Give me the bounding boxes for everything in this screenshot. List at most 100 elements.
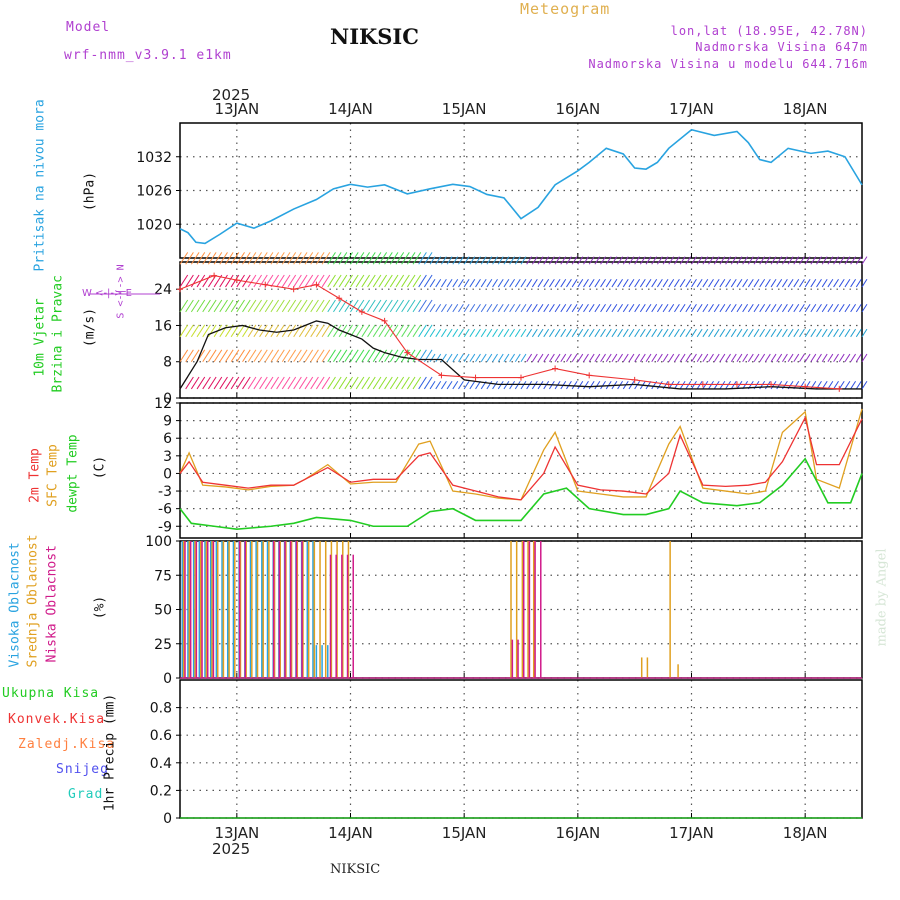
wind-barb — [185, 274, 194, 288]
wind-barb — [310, 349, 319, 363]
wind-barb — [685, 328, 692, 338]
wind-gust-marker — [836, 385, 843, 392]
wind-barb — [338, 376, 348, 390]
wind-barb — [492, 381, 498, 390]
y-tick-label: 0 — [163, 466, 172, 482]
wind-barb — [605, 256, 612, 265]
wind-barb — [190, 324, 200, 338]
wind-barb — [406, 274, 416, 288]
wind-barb — [259, 349, 268, 363]
wind-barb — [486, 353, 493, 363]
wind-barb — [827, 381, 834, 390]
wind-barb — [389, 252, 399, 265]
wind-barb — [725, 303, 731, 313]
wind-barb — [259, 376, 268, 390]
wind-barb — [355, 324, 365, 338]
wind-barb — [355, 349, 365, 363]
wind-barb — [333, 252, 342, 265]
wind-barb — [850, 328, 857, 338]
wind-barb — [242, 274, 251, 288]
wind-barb — [838, 303, 845, 313]
wind-barb — [486, 256, 493, 265]
wind-gust-marker — [438, 372, 445, 379]
wind-barb — [247, 349, 257, 363]
wind-barb — [736, 381, 743, 390]
wind-barb — [395, 324, 405, 338]
wind-barb — [759, 353, 766, 363]
wind-barb — [764, 328, 771, 338]
wind-barb — [526, 256, 533, 265]
wind-barb — [560, 256, 567, 265]
wind-barb — [645, 381, 652, 390]
wind-barb — [747, 328, 754, 338]
wind-barb — [179, 299, 189, 313]
wind-gust-marker — [358, 308, 365, 315]
wind-barb — [662, 279, 669, 288]
wind-barb — [850, 303, 857, 313]
wind-barb — [321, 349, 331, 363]
wind-barb — [696, 328, 703, 338]
wind-barb — [219, 349, 228, 363]
wind-barb — [634, 303, 641, 313]
wind-barb — [367, 324, 376, 338]
wind-barb — [628, 256, 635, 265]
wind-barb — [384, 274, 393, 288]
wind-barb — [264, 376, 274, 390]
wind-barb — [327, 376, 336, 390]
wind-barb — [446, 303, 453, 313]
y-tick-label: 100 — [145, 534, 172, 550]
wind-barb — [236, 376, 245, 390]
wind-barb — [315, 376, 325, 390]
x-tick-label-top: 14JAN — [328, 100, 373, 118]
x-tick-label-top: 17JAN — [669, 100, 714, 118]
wind-barb — [594, 353, 601, 363]
wind-barb — [492, 353, 498, 363]
wind-gust-marker — [802, 383, 809, 390]
wind-barb — [514, 328, 521, 338]
wind-barb — [656, 256, 663, 265]
wind-barb — [696, 381, 703, 390]
elevation-label: Nadmorska Visina 647m — [695, 40, 868, 54]
y-tick-label: -9 — [158, 519, 172, 535]
wind-barb — [503, 353, 510, 363]
wind-barb — [611, 353, 618, 363]
wind-barb — [594, 256, 601, 265]
model-name: wrf-nmm_v3.9.1 e1km — [64, 48, 232, 63]
wind-barb — [469, 303, 476, 313]
wind-barb — [685, 303, 692, 313]
wind-barb — [520, 353, 527, 363]
y-tick-label: 1026 — [136, 184, 172, 200]
wind-barb — [344, 299, 353, 313]
wind-barb — [219, 324, 228, 338]
wind-barb — [463, 381, 470, 390]
wind-barb — [520, 256, 527, 265]
wind-barb — [321, 252, 331, 265]
wind-barb — [372, 376, 382, 390]
wind-barb — [384, 299, 393, 313]
wind-barb — [725, 381, 731, 390]
wind-barb — [759, 256, 766, 265]
wind-barb — [531, 303, 538, 313]
wind-barb — [463, 353, 470, 363]
wind-barb — [230, 252, 240, 265]
wind-barb — [600, 279, 606, 288]
wind-barb — [736, 303, 743, 313]
wind-barb — [406, 252, 416, 265]
wind-barb — [475, 256, 481, 265]
wind-barb — [423, 324, 433, 338]
wind-barb — [708, 381, 714, 390]
wind-barb — [691, 328, 697, 338]
wind-barb — [793, 279, 800, 288]
wind-barb — [378, 349, 388, 363]
wind-barb — [645, 353, 652, 363]
wind-barb — [412, 274, 422, 288]
page-title: NIKSIC — [330, 24, 419, 49]
wind-barb — [361, 274, 370, 288]
wind-barb — [338, 349, 348, 363]
wind-barb — [486, 381, 493, 390]
wind-barb — [321, 324, 331, 338]
wind-barb — [446, 256, 453, 265]
wind-barb — [691, 381, 697, 390]
wind-barb — [219, 376, 228, 390]
wind-barb — [185, 299, 194, 313]
